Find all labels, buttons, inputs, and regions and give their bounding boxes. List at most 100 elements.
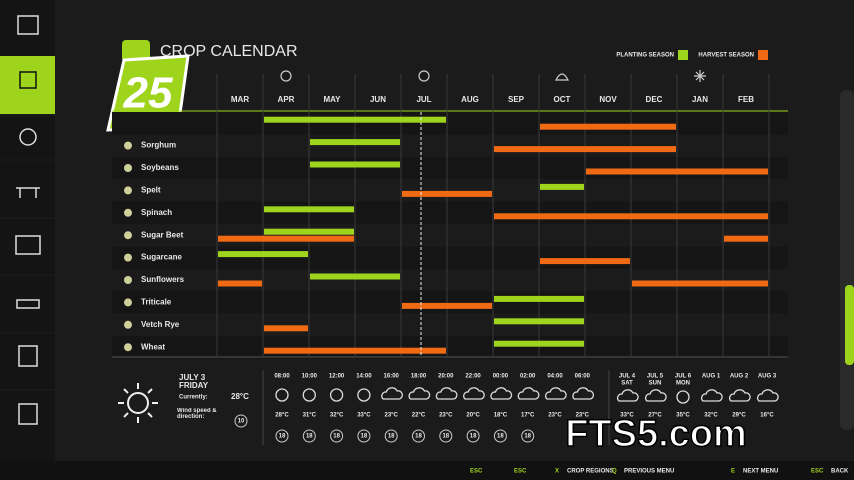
- scroll-thumb[interactable]: [845, 285, 854, 365]
- hour-wind: 18: [497, 434, 504, 440]
- title: CROP CALENDAR: [160, 43, 298, 60]
- month-label: FEB: [738, 95, 754, 104]
- footer-action[interactable]: PREVIOUS MENU: [624, 469, 674, 475]
- wind-circle: [412, 429, 425, 443]
- month-label: JUN: [370, 95, 386, 104]
- planting-bar: [310, 161, 400, 168]
- row-stripe: [112, 201, 788, 224]
- cloud-icon: [408, 387, 431, 400]
- crop-icon: [124, 343, 132, 352]
- wind-circle: [466, 429, 480, 443]
- row-stripe: [112, 336, 788, 359]
- production-icon[interactable]: [18, 403, 38, 425]
- planting-bar: [264, 206, 354, 213]
- day-date: JUL 4: [619, 374, 636, 380]
- cloud-icon: [463, 387, 485, 400]
- harvest-bar: [218, 280, 262, 287]
- footer-key: ESC: [514, 469, 527, 475]
- hour-wind: 18: [279, 434, 286, 440]
- harvest-bar: [494, 146, 676, 153]
- harvest-bar: [402, 190, 492, 197]
- cloud-icon: [729, 389, 751, 402]
- map-icon[interactable]: [17, 15, 39, 35]
- day-name: MON: [676, 381, 690, 387]
- stats-icon[interactable]: [15, 235, 41, 255]
- planting-bar: [218, 251, 308, 258]
- planting-legend: PLANTING SEASON: [616, 53, 674, 59]
- cloud-icon: [645, 389, 667, 402]
- sun-icon: [676, 390, 690, 404]
- hour-time: 12:00: [329, 374, 345, 380]
- scrollbar[interactable]: [840, 90, 854, 430]
- row-stripe: [112, 112, 788, 135]
- cloud-icon: [517, 387, 540, 400]
- harvest-legend: HARVEST SEASON: [698, 53, 754, 59]
- day-name: SAT: [621, 381, 633, 387]
- hour-temp: 22°C: [412, 413, 426, 419]
- planting-bar: [494, 295, 584, 302]
- harvest-bar: [724, 235, 768, 242]
- harvest-bar: [494, 213, 768, 220]
- sidebar-icons: [15, 15, 41, 425]
- day-date: AUG 3: [758, 374, 777, 380]
- harvest-bar: [540, 258, 630, 265]
- watermark: FTS5.com: [565, 413, 747, 455]
- sidebar-separators: [0, 114, 55, 391]
- crop-name: Soybeans: [141, 163, 179, 172]
- month-label: SEP: [508, 95, 525, 104]
- hour-time: 04:00: [547, 374, 563, 380]
- footer-key: Q: [612, 469, 617, 475]
- month-label: NOV: [599, 95, 617, 104]
- crop-name: Sorghum: [141, 141, 176, 150]
- hour-wind: 18: [361, 434, 368, 440]
- animal-icon[interactable]: [16, 299, 40, 309]
- docs-icon[interactable]: [18, 345, 38, 367]
- cloud-icon: [572, 387, 595, 400]
- wind-circle: [439, 429, 453, 443]
- day-temp: 32°C: [704, 413, 718, 419]
- crop-name: Wheat: [141, 342, 165, 351]
- month-label: JAN: [692, 95, 708, 104]
- crop-name: Triticale: [141, 298, 172, 307]
- day-date: JUL 6: [675, 374, 692, 380]
- planting-bar: [264, 228, 354, 235]
- cycle-icon[interactable]: [19, 128, 37, 146]
- crop-icon: [124, 320, 132, 329]
- day-date: AUG 2: [730, 374, 749, 380]
- wind: 10: [238, 419, 245, 425]
- hour-wind: 18: [470, 434, 477, 440]
- crop-icon: [124, 164, 132, 172]
- hour-temp: 23°C: [548, 413, 562, 419]
- hour-wind: 18: [306, 434, 313, 440]
- hour-wind: 18: [442, 434, 449, 440]
- crop-name: Spelt: [141, 186, 161, 195]
- calendar-icon[interactable]: [19, 71, 37, 89]
- footer-action[interactable]: NEXT MENU: [743, 469, 778, 475]
- wind-circle: [384, 429, 398, 443]
- crop-name: Vetch Rye: [141, 320, 180, 329]
- sidebar-selected[interactable]: [0, 56, 55, 114]
- cloud-icon: [617, 389, 639, 402]
- crop-icon: [124, 208, 132, 217]
- month-label: AUG: [461, 95, 479, 104]
- planting-bar: [310, 273, 400, 280]
- hour-wind: 18: [388, 434, 395, 440]
- sun-icon: [329, 388, 344, 402]
- harvest-bar: [586, 168, 768, 175]
- month-label: MAY: [323, 95, 341, 104]
- footer-action[interactable]: CROP REGIONS: [567, 469, 614, 475]
- forecast: 08:00 28°C 18 10:00 31°C 18 12:00 32°C 18 14:00 33…: [274, 374, 779, 443]
- hour-temp: 23°C: [384, 413, 398, 419]
- tool-icon[interactable]: [16, 187, 40, 198]
- month-label: DEC: [646, 95, 663, 104]
- harvest-bar: [540, 123, 676, 130]
- weather-date: JULY 3: [179, 373, 206, 382]
- hour-temp: 18°C: [494, 413, 508, 419]
- logo: 25: [123, 69, 173, 118]
- footer-action[interactable]: BACK: [831, 469, 849, 475]
- footer-bar: [0, 461, 854, 480]
- day-temp: 27°C: [648, 413, 662, 419]
- harvest-bar: [632, 280, 768, 287]
- wind-circle: [521, 429, 535, 443]
